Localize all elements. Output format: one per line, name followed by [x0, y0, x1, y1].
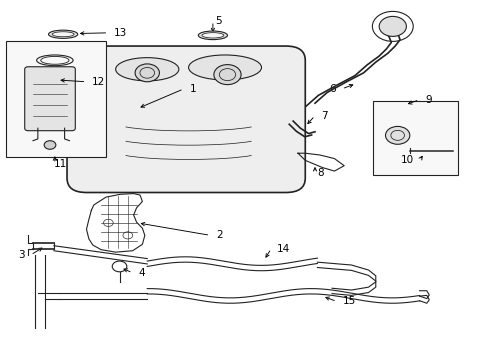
Ellipse shape [48, 30, 78, 39]
Text: 3: 3 [18, 250, 25, 260]
Text: 1: 1 [189, 84, 196, 94]
Ellipse shape [188, 55, 261, 80]
Circle shape [44, 141, 56, 149]
FancyBboxPatch shape [67, 46, 305, 193]
Circle shape [378, 17, 406, 36]
Text: 8: 8 [317, 168, 324, 178]
Text: 9: 9 [425, 95, 431, 105]
Circle shape [213, 64, 241, 85]
FancyBboxPatch shape [6, 41, 106, 157]
Circle shape [135, 64, 159, 82]
Text: 13: 13 [114, 28, 127, 38]
FancyBboxPatch shape [372, 102, 458, 175]
Text: 6: 6 [328, 84, 335, 94]
Ellipse shape [202, 33, 224, 38]
Ellipse shape [198, 31, 227, 40]
Text: 14: 14 [277, 244, 290, 253]
Text: 11: 11 [54, 159, 67, 169]
Text: 2: 2 [216, 230, 223, 240]
Circle shape [385, 126, 409, 144]
Ellipse shape [116, 58, 179, 81]
Text: 10: 10 [400, 156, 413, 165]
Text: 7: 7 [320, 111, 327, 121]
FancyBboxPatch shape [25, 67, 75, 131]
Text: 12: 12 [92, 77, 105, 87]
Text: 15: 15 [342, 296, 355, 306]
Text: 5: 5 [215, 16, 222, 26]
Ellipse shape [52, 32, 74, 37]
Text: 4: 4 [138, 268, 145, 278]
